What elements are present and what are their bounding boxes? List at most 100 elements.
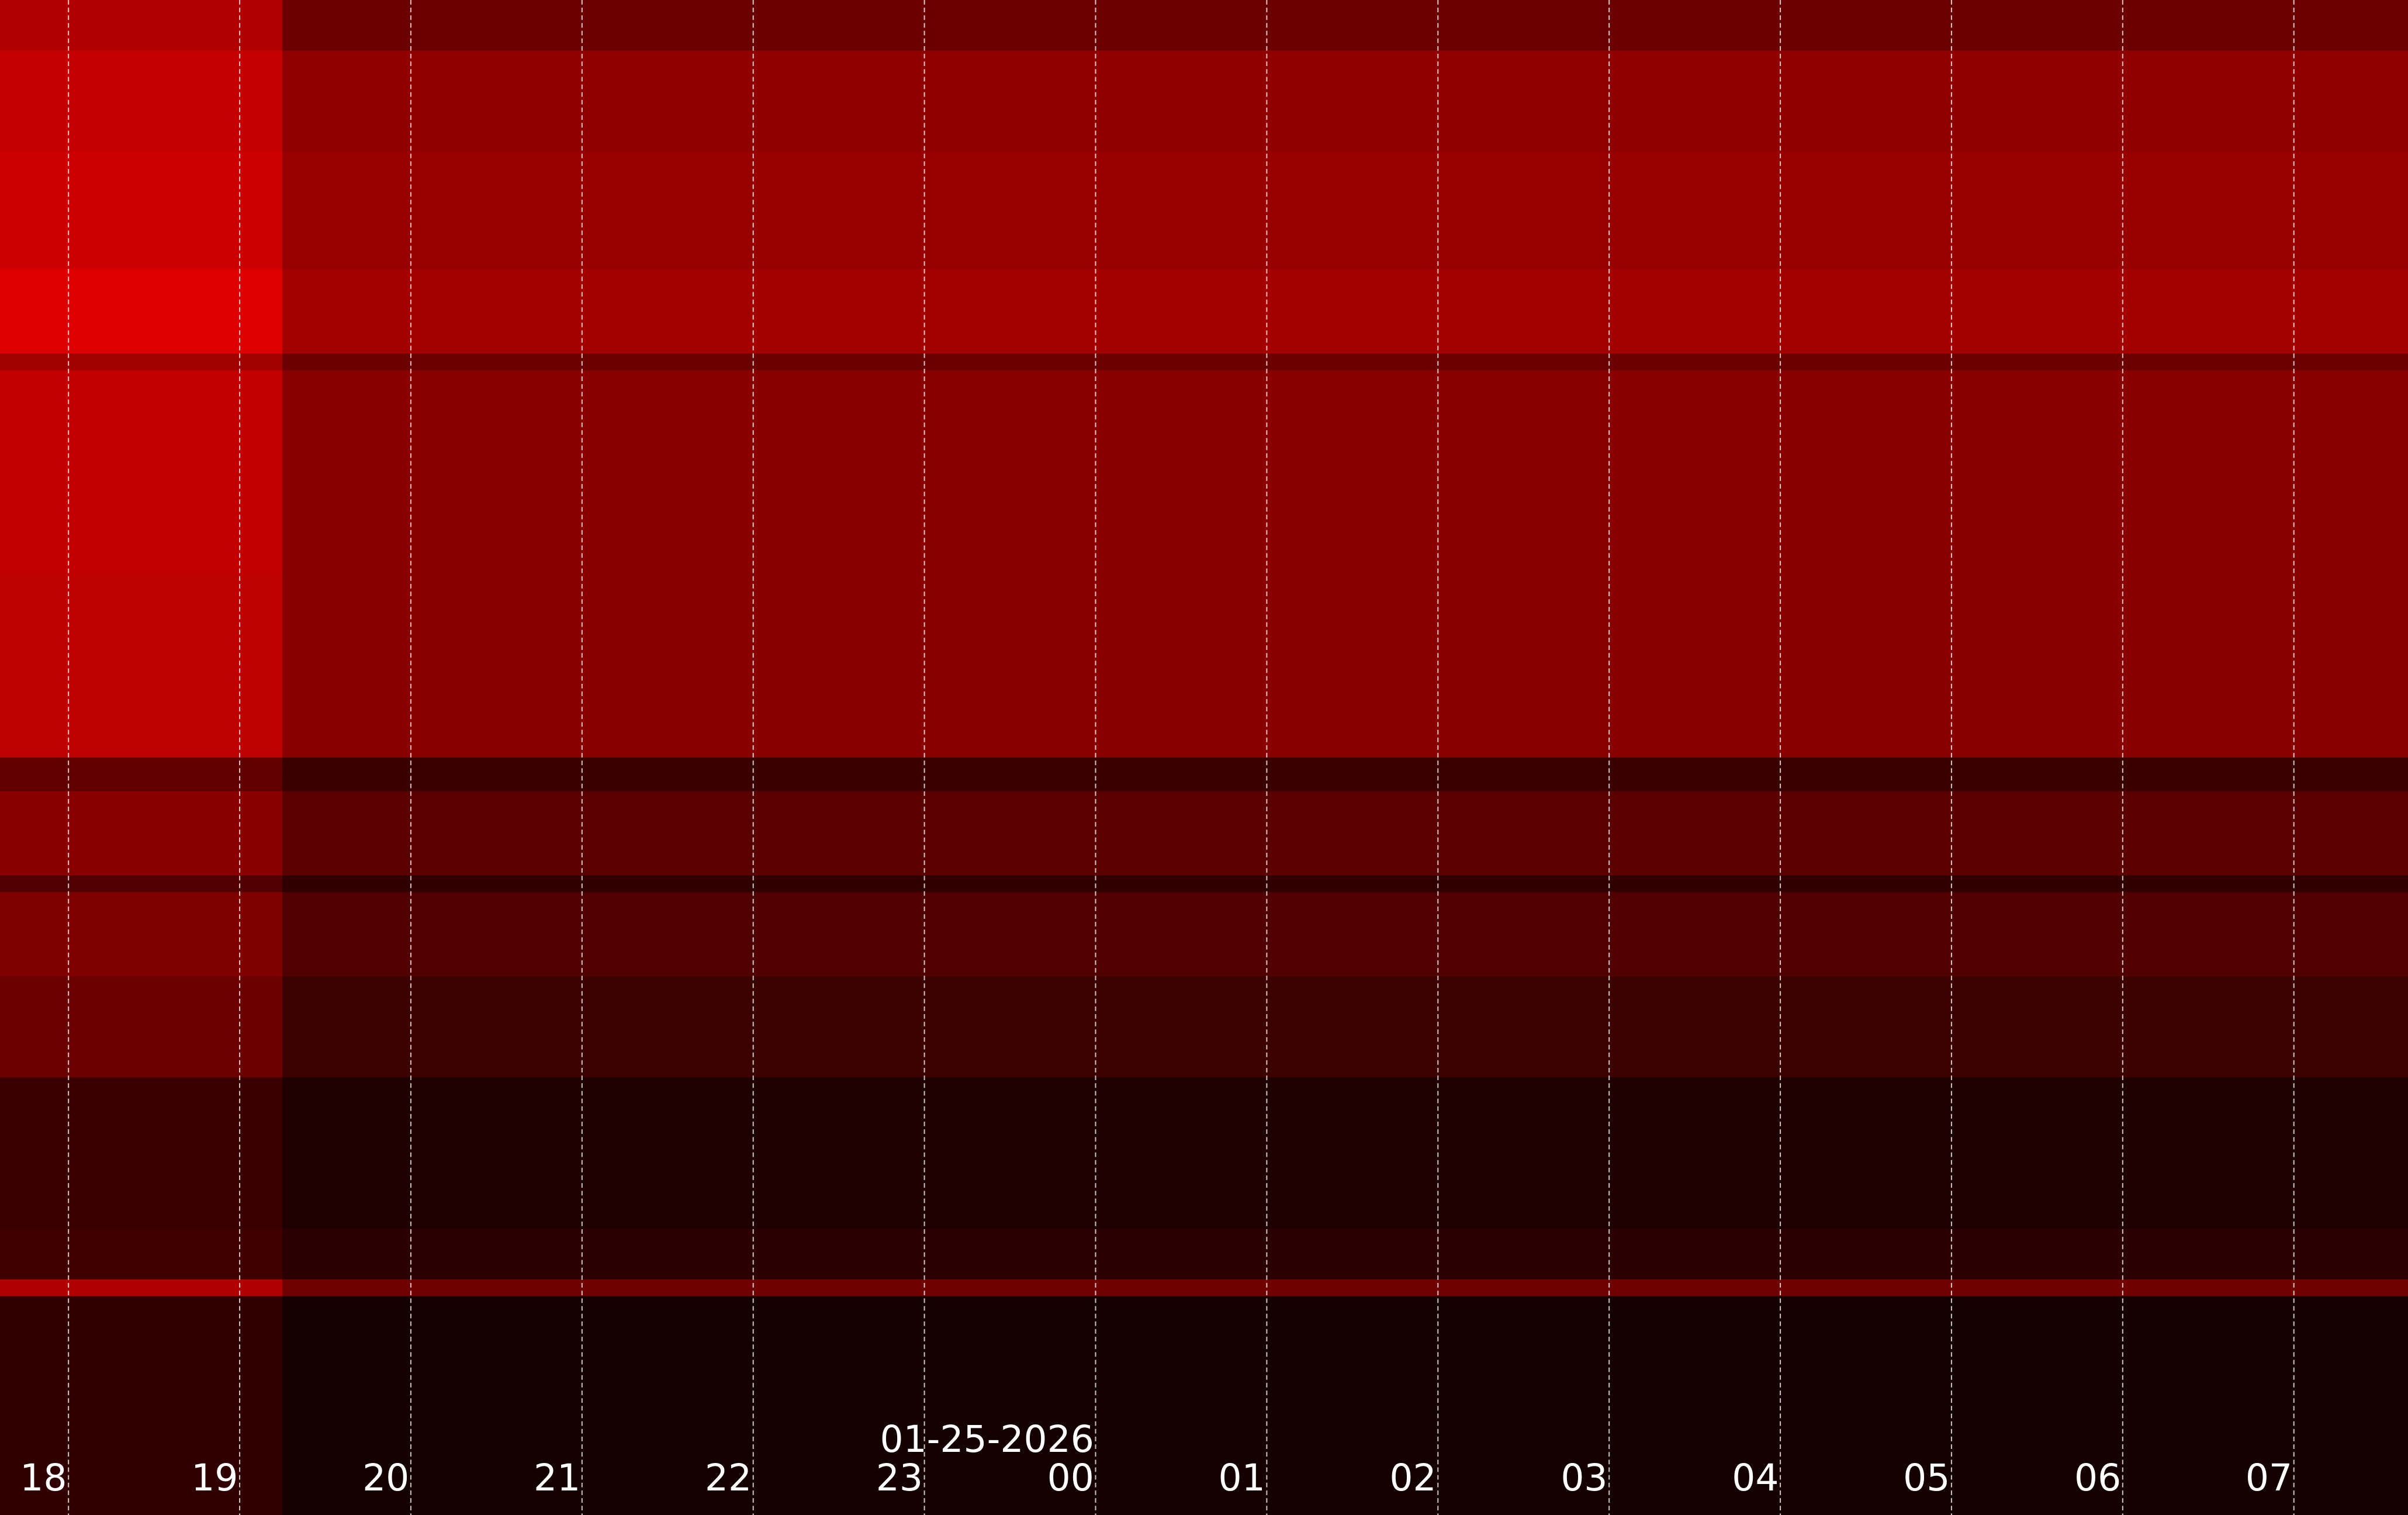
heatmap-cell: [0, 1229, 283, 1247]
heatmap-cell: [0, 1212, 283, 1230]
x-tick-label: 20: [362, 1456, 409, 1499]
heatmap-cell: [282, 791, 2408, 809]
heatmap-cell: [282, 168, 2408, 186]
heatmap-cell: [0, 1313, 283, 1331]
x-tick-label: 03: [1561, 1456, 1607, 1499]
heatmap-cell: [0, 353, 283, 372]
heatmap-cell: [282, 1279, 2408, 1298]
heatmap-cell: [282, 454, 2408, 472]
heatmap-cell: [282, 1077, 2408, 1095]
heatmap-cell: [282, 286, 2408, 304]
heatmap-cell: [282, 1026, 2408, 1045]
heatmap-cell: [282, 337, 2408, 355]
heatmap-cell: [0, 758, 283, 776]
heatmap-cell: [0, 1481, 283, 1499]
heatmap-cell: [282, 50, 2408, 68]
heatmap-cell: [0, 471, 283, 489]
heatmap-cell: [282, 202, 2408, 220]
heatmap-cell: [0, 673, 283, 691]
heatmap-cell: [0, 639, 283, 658]
heatmap-cell: [0, 555, 283, 573]
heatmap-cell: [0, 690, 283, 708]
heatmap-cell: [282, 1144, 2408, 1163]
heatmap-cell: [282, 606, 2408, 624]
heatmap-cell: [282, 1195, 2408, 1213]
heatmap-cell: [282, 842, 2408, 860]
heatmap-cell: [0, 404, 283, 422]
heatmap-cell: [282, 269, 2408, 288]
heatmap-cell: [0, 488, 283, 506]
heatmap-cell: [282, 673, 2408, 691]
heatmap-cell: [282, 1111, 2408, 1129]
heatmap-cell: [0, 589, 283, 607]
heatmap-cell: [0, 1010, 283, 1028]
heatmap-cell: [0, 286, 283, 304]
heatmap-cell: [282, 942, 2408, 961]
heatmap-cell: [282, 959, 2408, 977]
heatmap-cell: [282, 370, 2408, 388]
heatmap-cell: [0, 909, 283, 927]
heatmap-cell: [0, 1111, 283, 1129]
heatmap-cell: [0, 724, 283, 742]
heatmap-cell: [0, 101, 283, 119]
heatmap-cell: [0, 1279, 283, 1298]
heatmap-cell: [0, 1447, 283, 1466]
heatmap-cell: [0, 219, 283, 237]
x-tick-label: 21: [534, 1456, 580, 1499]
heatmap-cell: [282, 1094, 2408, 1112]
heatmap-cell: [282, 1043, 2408, 1061]
heatmap-cell: [0, 168, 283, 186]
heatmap-cell: [282, 993, 2408, 1011]
heatmap-cell: [282, 1246, 2408, 1264]
heatmap-cell: [0, 1498, 283, 1515]
heatmap-cell: [0, 387, 283, 405]
heatmap-cell: [0, 1195, 283, 1213]
heatmap-cell: [282, 774, 2408, 793]
heatmap-cell: [282, 185, 2408, 203]
heatmap-cell: [0, 858, 283, 877]
heatmap-cell: [282, 521, 2408, 540]
x-tick-label: 07: [2246, 1456, 2292, 1499]
heatmap-cell: [0, 825, 283, 843]
heatmap-cell: [282, 320, 2408, 338]
heatmap-cell: [0, 1380, 283, 1398]
heatmap-cell: [0, 269, 283, 288]
heatmap-cell: [0, 1127, 283, 1146]
heatmap-cell: [282, 724, 2408, 742]
heatmap-cell: [0, 606, 283, 624]
heatmap-cell: [282, 0, 2408, 18]
heatmap-cell: [282, 1313, 2408, 1331]
heatmap-cell: [0, 791, 283, 809]
heatmap-cell: [282, 1498, 2408, 1515]
heatmap-cell: [0, 454, 283, 472]
heatmap-cell: [0, 84, 283, 102]
heatmap-cell: [0, 0, 283, 18]
heatmap-cell: [282, 1262, 2408, 1281]
heatmap-cell: [0, 320, 283, 338]
heatmap-cell: [282, 555, 2408, 573]
x-tick-label: 05: [1903, 1456, 1950, 1499]
heatmap-cell: [282, 353, 2408, 372]
heatmap-cell: [282, 1212, 2408, 1230]
heatmap-cell: [0, 808, 283, 826]
heatmap-cell: [282, 656, 2408, 675]
heatmap-cell: [282, 1296, 2408, 1314]
heatmap-cell: [282, 84, 2408, 102]
heatmap-cell: [0, 236, 283, 254]
heatmap-cell: [282, 67, 2408, 85]
heatmap-cell: [0, 741, 283, 759]
heatmap-cell: [282, 252, 2408, 271]
heatmap-cell: [0, 892, 283, 910]
heatmap-cell: [0, 50, 283, 68]
heatmap-cell: [0, 842, 283, 860]
heatmap-cell: [0, 337, 283, 355]
heatmap-cell: [0, 959, 283, 977]
heatmap-cell: [0, 926, 283, 944]
heatmap-cell: [282, 892, 2408, 910]
heatmap-cell: [0, 252, 283, 271]
heatmap-cell: [282, 437, 2408, 456]
x-tick-label: 18: [20, 1456, 67, 1499]
heatmap-cell: [282, 471, 2408, 489]
